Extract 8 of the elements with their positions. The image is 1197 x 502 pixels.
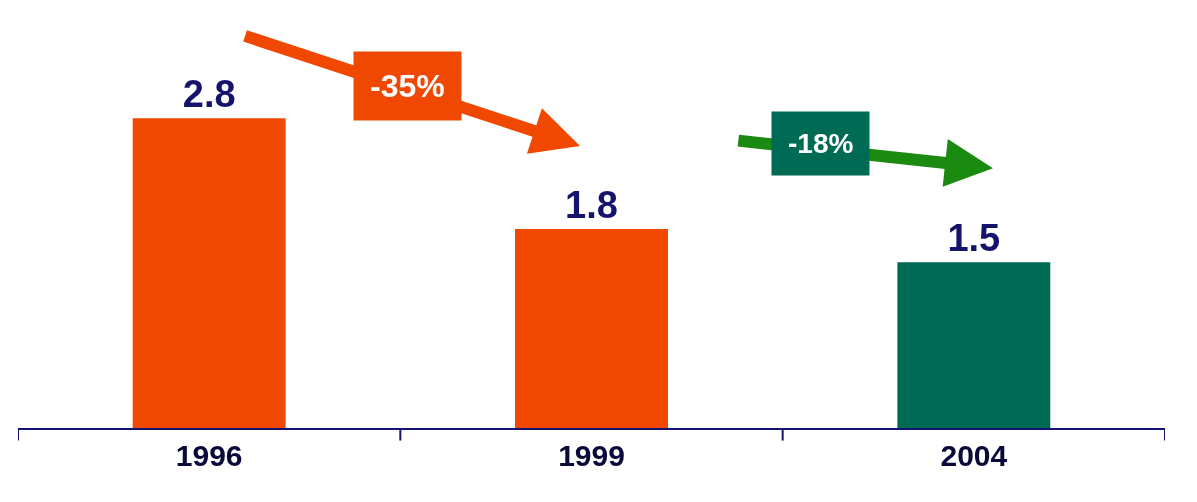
x-tick-label: 2004	[940, 439, 1008, 472]
data-label: 2.8	[182, 73, 236, 116]
x-tick-label: 1999	[558, 439, 625, 472]
annotation: -18%	[788, 128, 854, 159]
data-label: 1.8	[565, 183, 618, 226]
x-tick-label: 1996	[175, 439, 243, 472]
data-label: 1.5	[947, 217, 1001, 260]
text: -35%	[370, 68, 445, 104]
